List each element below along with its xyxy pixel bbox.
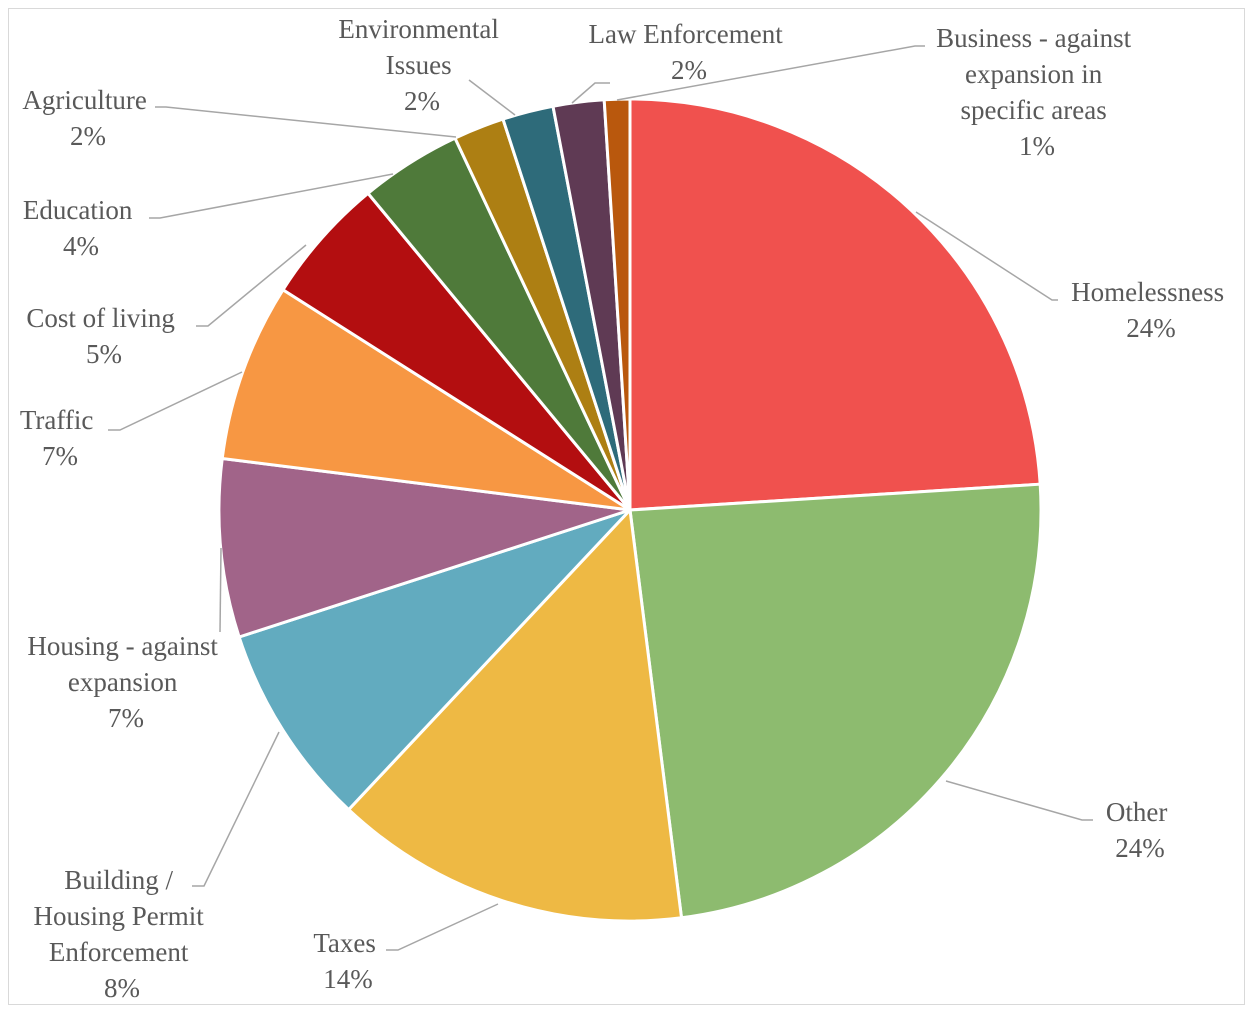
- label-environmental: Environmental Issues 2%: [338, 14, 505, 116]
- label-other: Other 24%: [1106, 797, 1174, 863]
- leader-line-building: [192, 731, 280, 887]
- label-traffic: Traffic 7%: [20, 405, 100, 471]
- data-labels: Homelessness 24% Other 24% Taxes 14% Bui…: [20, 14, 1231, 1003]
- leader-line-taxes: [386, 903, 499, 951]
- label-building: Building / Housing Permit Enforcement 8%: [33, 865, 210, 1003]
- leader-line-business: [616, 45, 925, 101]
- pie-slice-other: [628, 482, 1043, 920]
- pie-slice-taxes: [346, 506, 684, 923]
- leader-line-other: [945, 780, 1093, 821]
- label-cost-of-living: Cost of living 5%: [26, 303, 181, 369]
- label-agriculture: Agriculture 2%: [22, 85, 153, 151]
- leader-line-education: [149, 173, 394, 219]
- label-business: Business - against expansion in specific…: [936, 23, 1138, 161]
- label-taxes: Taxes 14%: [313, 928, 382, 994]
- leader-line-homelessness: [915, 211, 1058, 301]
- pie-slice-building-housing-permit-enforcement: [237, 508, 632, 812]
- pie-slice-business-against-expansion-in-specific-areas: [602, 97, 632, 511]
- leader-line-cost-of-living: [196, 244, 307, 327]
- label-housing: Housing - against expansion 7%: [27, 631, 224, 733]
- leader-line-housing: [219, 547, 222, 633]
- leader-lines: [108, 45, 1093, 951]
- pie-slice-traffic: [220, 287, 631, 512]
- leader-line-environmental: [468, 79, 516, 116]
- leader-line-traffic: [108, 371, 243, 431]
- leader-line-agriculture: [155, 106, 457, 138]
- pie-slices: [217, 97, 1043, 923]
- label-education: Education 4%: [23, 195, 139, 261]
- label-law-enforcement: Law Enforcement 2%: [589, 19, 790, 85]
- label-homelessness: Homelessness 24%: [1071, 277, 1231, 343]
- leader-line-law-enforcement: [571, 82, 610, 104]
- pie-slice-homelessness: [628, 97, 1042, 512]
